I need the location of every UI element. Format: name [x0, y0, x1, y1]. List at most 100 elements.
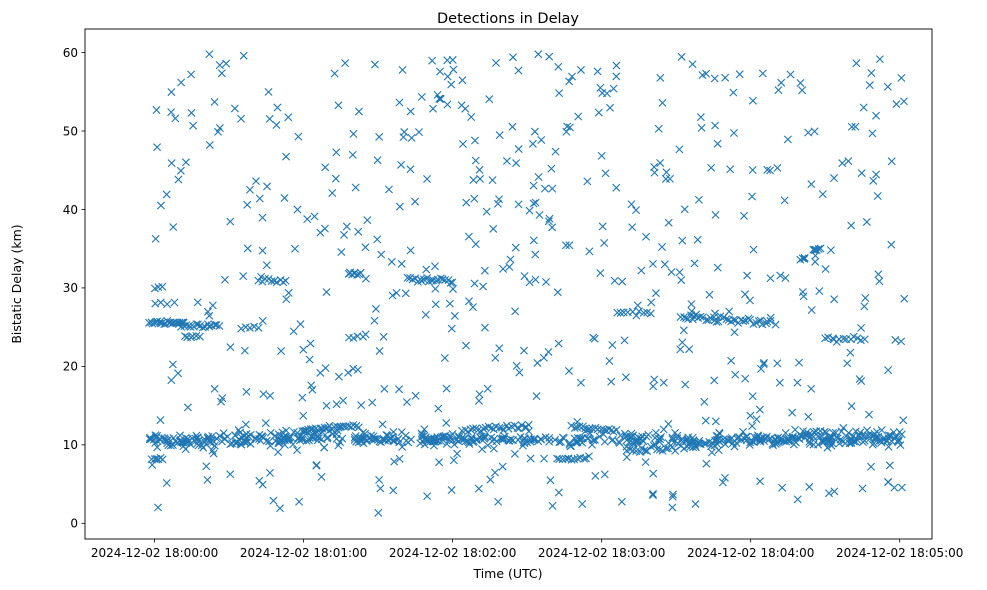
detection-point: [379, 332, 388, 341]
detection-point: [872, 427, 881, 436]
detection-point: [536, 435, 545, 444]
detection-point: [475, 390, 484, 399]
detection-point: [387, 257, 396, 266]
detection-point: [891, 335, 900, 344]
detection-point: [540, 184, 549, 193]
detection-point: [650, 375, 659, 384]
detection-point: [427, 435, 436, 444]
detection-point: [616, 308, 625, 317]
detection-point: [730, 328, 739, 337]
detection-point: [231, 431, 240, 440]
detection-point: [655, 445, 664, 454]
detection-point: [805, 482, 814, 491]
detection-point: [818, 437, 827, 446]
detection-point: [613, 308, 622, 317]
detection-point: [298, 393, 307, 402]
detection-point: [590, 435, 599, 444]
detection-point: [306, 339, 315, 348]
detection-point: [398, 442, 407, 451]
detection-point: [411, 197, 420, 206]
detection-point: [450, 311, 459, 320]
detection-point: [868, 440, 877, 449]
detection-point: [693, 235, 702, 244]
detection-point: [151, 234, 160, 243]
detection-point: [607, 377, 616, 386]
detection-point: [680, 313, 689, 322]
detection-point: [778, 483, 787, 492]
detection-point: [516, 432, 525, 441]
detection-point: [349, 421, 358, 430]
detection-point: [349, 129, 358, 138]
detection-point: [632, 447, 641, 456]
detection-point: [748, 96, 757, 105]
detection-point: [773, 438, 782, 447]
detection-point: [498, 435, 507, 444]
detection-point: [621, 432, 630, 441]
detection-point: [689, 443, 698, 452]
detection-point: [659, 378, 668, 387]
detection-point: [546, 476, 555, 485]
detection-point: [605, 356, 614, 365]
detection-point: [598, 89, 607, 98]
detection-point: [258, 480, 267, 489]
detection-point: [480, 266, 489, 275]
detection-point: [677, 276, 686, 285]
detection-point: [567, 72, 576, 81]
detection-point: [222, 59, 231, 68]
detection-point: [580, 454, 589, 463]
detection-point: [342, 222, 351, 231]
detection-point: [495, 195, 504, 204]
detection-point: [458, 140, 467, 148]
detection-point: [860, 302, 869, 311]
detection-point: [353, 365, 362, 374]
detection-point: [769, 441, 777, 450]
detection-point: [509, 53, 517, 62]
detection-point: [868, 129, 877, 138]
detection-point: [639, 437, 648, 446]
detection-point: [453, 449, 462, 458]
detection-point: [356, 433, 365, 442]
detection-point: [167, 159, 176, 168]
detection-point: [771, 320, 780, 329]
detection-point: [284, 113, 293, 122]
detection-point: [642, 432, 651, 441]
detection-point: [526, 454, 535, 463]
detection-point: [664, 218, 673, 227]
detection-point: [186, 440, 195, 449]
detection-point: [195, 332, 204, 341]
detection-point: [307, 381, 316, 390]
detection-point: [556, 437, 565, 446]
detection-point: [356, 268, 365, 277]
detection-point: [279, 278, 288, 287]
detection-point: [594, 108, 603, 117]
detection-point: [332, 148, 341, 157]
detection-point: [435, 94, 444, 103]
detection-point: [397, 428, 406, 437]
detection-point: [367, 435, 376, 444]
detection-point: [436, 274, 445, 283]
y-tick-label: 10: [63, 438, 78, 452]
detection-point: [282, 152, 291, 161]
detection-point: [239, 51, 248, 60]
detection-point: [668, 442, 677, 451]
detection-point: [610, 276, 619, 285]
detection-point: [627, 200, 636, 209]
detection-point: [596, 269, 605, 278]
detection-point: [544, 347, 553, 356]
detection-point: [595, 432, 604, 441]
detection-point: [269, 496, 278, 505]
detection-point: [273, 103, 282, 112]
detection-point: [299, 411, 308, 420]
detection-point: [679, 326, 688, 335]
detection-point: [471, 156, 480, 165]
detection-point: [158, 455, 167, 464]
detection-point: [712, 431, 721, 440]
detection-point: [332, 434, 341, 443]
detection-point: [450, 440, 459, 449]
detection-point: [237, 440, 246, 449]
detection-point: [731, 370, 740, 379]
detection-point: [198, 323, 207, 332]
detection-point: [583, 177, 592, 186]
detection-point: [508, 122, 517, 131]
detection-point: [363, 216, 372, 225]
